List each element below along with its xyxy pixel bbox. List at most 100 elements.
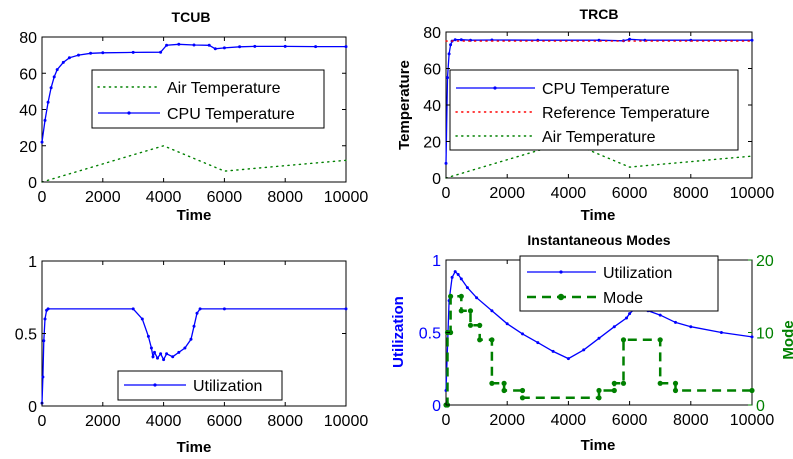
data-point-mode xyxy=(596,395,602,401)
data-point-cpu-temperature xyxy=(446,76,449,80)
data-point-cpu-temperature xyxy=(207,43,211,47)
data-point-utilization xyxy=(658,313,662,317)
series-line-cpu-temperature xyxy=(41,43,346,143)
data-point-cpu-temperature xyxy=(222,46,226,50)
data-point-utilization xyxy=(625,316,628,320)
y-tick-label: 1 xyxy=(432,253,441,270)
legend: CPU Temperature Reference Temperature Ai… xyxy=(449,69,739,151)
data-point-utilization xyxy=(165,352,169,356)
y-tick-label: 0.5 xyxy=(419,326,441,343)
data-point-mode xyxy=(620,380,627,386)
legend-entry-air-temperature: Air Temperature xyxy=(167,80,281,97)
data-point-utilization xyxy=(41,375,45,379)
data-point-cpu-temperature xyxy=(61,60,65,64)
data-point-mode xyxy=(489,380,495,386)
data-point-utilization xyxy=(536,341,540,345)
data-point-utilization xyxy=(459,277,463,281)
x-tick-label: 6000 xyxy=(207,189,243,206)
legend-entry-cpu-temperature: CPU Temperature xyxy=(542,81,670,98)
data-point-cpu-temperature xyxy=(444,161,448,165)
data-point-mode xyxy=(672,387,679,394)
data-point-utilization xyxy=(189,337,193,341)
data-point-mode xyxy=(467,308,474,314)
data-point-mode xyxy=(596,387,602,394)
data-point-cpu-temperature xyxy=(67,56,71,60)
y-tick-label: 1 xyxy=(28,254,37,271)
y-tick-label: 20 xyxy=(19,139,37,156)
data-point-cpu-temperature xyxy=(165,43,169,47)
data-point-utilization xyxy=(475,296,479,300)
data-point-mode xyxy=(672,380,679,386)
legend: Utilization xyxy=(117,370,283,401)
y-tick-label: 20 xyxy=(423,135,441,152)
data-point-utilization xyxy=(612,325,616,329)
data-point-utilization xyxy=(149,346,153,350)
y-tick-label: 0 xyxy=(432,398,441,415)
data-point-mode xyxy=(657,380,663,386)
x-tick-label: 8000 xyxy=(673,185,709,202)
data-point-mode xyxy=(519,395,526,401)
y2-tick-label: 20 xyxy=(756,253,774,270)
panel-instantaneous-modes: Instantaneous Modes 0 2000 4000 6000 8000 100… xyxy=(390,232,793,454)
legend: Utilization Mode xyxy=(519,255,719,312)
y-axis-label: Utilization xyxy=(390,296,407,368)
data-point-mode xyxy=(477,322,483,328)
data-point-utilization xyxy=(177,350,181,354)
data-point-cpu-temperature xyxy=(253,44,257,48)
x-tick-label: 10000 xyxy=(730,185,775,202)
x-tick-label: 6000 xyxy=(612,185,648,202)
data-point-mode xyxy=(501,380,507,386)
data-point-utilization xyxy=(689,325,693,329)
y-tick-label: 80 xyxy=(423,25,441,42)
x-tick-label: 6000 xyxy=(612,412,648,429)
data-point-cpu-temperature xyxy=(89,51,93,55)
data-point-utilization xyxy=(453,270,457,274)
data-point-cpu-temperature xyxy=(46,100,50,104)
data-point-utilization xyxy=(171,355,175,359)
data-point-utilization xyxy=(159,352,163,356)
data-point-mode xyxy=(501,387,507,394)
x-tick-label: 10000 xyxy=(324,189,369,206)
y2-axis-label: Mode xyxy=(780,320,793,359)
data-point-utilization xyxy=(183,346,187,350)
data-point-cpu-temperature xyxy=(344,45,348,49)
data-point-cpu-temperature xyxy=(49,86,53,90)
data-point-mode xyxy=(467,322,474,328)
data-point-utilization xyxy=(46,307,50,311)
data-point-cpu-temperature xyxy=(314,45,318,49)
data-point-mode xyxy=(458,308,464,314)
data-point-cpu-temperature xyxy=(55,68,59,72)
legend-entry-utilization: Utilization xyxy=(603,265,672,282)
x-tick-label: 8000 xyxy=(673,412,709,429)
data-point-utilization xyxy=(465,286,469,290)
y-tick-label: 60 xyxy=(423,62,441,79)
data-point-mode xyxy=(620,337,627,343)
panel-utilization: 0 2000 4000 6000 8000 10000 0 0.5 1 Time Utiliza… xyxy=(15,254,369,456)
x-tick-label: 8000 xyxy=(267,413,303,430)
x-tick-label: 4000 xyxy=(551,412,587,429)
x-tick-label: 0 xyxy=(38,189,47,206)
data-point-cpu-temperature xyxy=(238,45,242,49)
data-point-cpu-temperature xyxy=(101,51,105,55)
data-point-utilization xyxy=(198,307,202,311)
data-point-mode xyxy=(477,337,483,343)
data-point-mode xyxy=(448,293,454,299)
x-axis-label: Time xyxy=(177,207,212,224)
y-tick-label: 0 xyxy=(28,399,37,416)
data-point-utilization xyxy=(195,311,199,315)
series-line-air-temperature xyxy=(445,140,753,179)
legend-entry-reference-temperature: Reference Temperature xyxy=(542,105,710,122)
y2-tick-label: 10 xyxy=(756,326,774,343)
x-axis-label: Time xyxy=(581,437,616,454)
data-point-cpu-temperature xyxy=(177,42,181,46)
data-point-utilization xyxy=(490,309,494,313)
data-point-cpu-temperature xyxy=(628,37,632,41)
x-tick-label: 0 xyxy=(442,412,451,429)
x-tick-label: 2000 xyxy=(85,189,121,206)
data-point-utilization xyxy=(42,339,46,343)
chart-title: TCUB xyxy=(172,9,211,25)
data-point-cpu-temperature xyxy=(453,38,457,42)
data-point-utilization xyxy=(153,350,156,354)
data-point-mode xyxy=(611,387,617,394)
